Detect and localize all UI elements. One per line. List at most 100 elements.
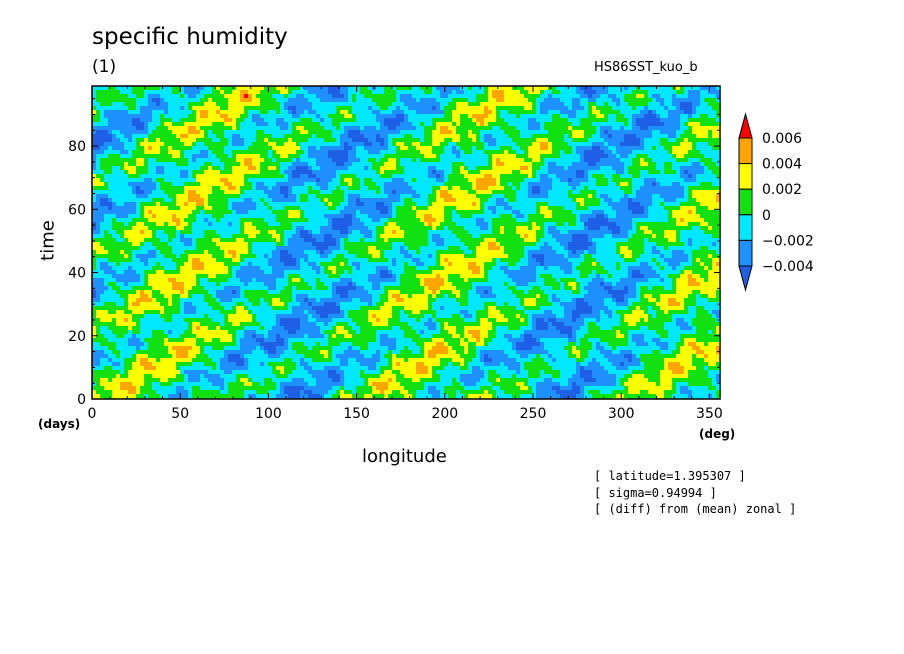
heatmap-cell	[264, 114, 269, 119]
heatmap-cell	[180, 130, 185, 135]
heatmap-cell	[116, 106, 121, 111]
heatmap-cell	[288, 162, 293, 167]
heatmap-cell	[420, 170, 425, 175]
heatmap-cell	[136, 134, 141, 139]
heatmap-cell	[488, 130, 493, 135]
heatmap-cell	[500, 138, 505, 143]
heatmap-cell	[372, 166, 377, 171]
heatmap-cell	[620, 102, 625, 107]
heatmap-cell	[680, 162, 685, 167]
heatmap-cell	[232, 150, 237, 155]
heatmap-cell	[168, 126, 173, 131]
heatmap-cell	[412, 206, 417, 211]
heatmap-cell	[520, 198, 525, 203]
heatmap-cell	[280, 138, 285, 143]
heatmap-cell	[124, 194, 129, 199]
heatmap-cell	[276, 110, 281, 115]
heatmap-cell	[160, 174, 165, 179]
heatmap-cell	[312, 206, 317, 211]
heatmap-cell	[532, 98, 537, 103]
heatmap-cell	[712, 126, 717, 131]
heatmap-cell	[704, 170, 709, 175]
heatmap-cell	[512, 94, 517, 99]
heatmap-cell	[548, 198, 553, 203]
heatmap-cell	[644, 94, 649, 99]
heatmap-cell	[388, 134, 393, 139]
heatmap-cell	[92, 210, 97, 215]
heatmap-cell	[196, 174, 201, 179]
heatmap-cell	[328, 106, 333, 111]
heatmap-cell	[448, 174, 453, 179]
heatmap-cell	[208, 182, 213, 187]
heatmap-cell	[316, 178, 321, 183]
heatmap-cell	[464, 146, 469, 151]
heatmap-cell	[400, 126, 405, 131]
heatmap-cell	[180, 198, 185, 203]
heatmap-cell	[380, 186, 385, 191]
heatmap-cell	[256, 138, 261, 143]
heatmap-cell	[660, 154, 665, 159]
heatmap-cell	[92, 202, 97, 207]
heatmap-cell	[100, 98, 105, 103]
heatmap-cell	[140, 194, 145, 199]
heatmap-cell	[380, 206, 385, 211]
heatmap-cell	[136, 138, 141, 143]
heatmap-cell	[180, 150, 185, 155]
heatmap-cell	[132, 190, 137, 195]
heatmap-cell	[624, 190, 629, 195]
heatmap-cell	[204, 198, 209, 203]
heatmap-cell	[676, 186, 681, 191]
heatmap-cell	[248, 86, 253, 91]
heatmap-cell	[704, 174, 709, 179]
heatmap-cell	[184, 150, 189, 155]
heatmap-cell	[188, 114, 193, 119]
heatmap-cell	[300, 178, 305, 183]
heatmap-cell	[212, 182, 217, 187]
heatmap-cell	[124, 126, 129, 131]
heatmap-cell	[408, 170, 413, 175]
heatmap-cell	[648, 194, 653, 199]
heatmap-cell	[548, 194, 553, 199]
heatmap-cell	[188, 186, 193, 191]
heatmap-cell	[320, 86, 325, 91]
heatmap-cell	[348, 158, 353, 163]
heatmap-cell	[360, 102, 365, 107]
heatmap-cell	[180, 110, 185, 115]
heatmap-cell	[640, 90, 645, 95]
heatmap-cell	[520, 186, 525, 191]
heatmap-cell	[556, 122, 561, 127]
heatmap-cell	[208, 174, 213, 179]
heatmap-cell	[384, 118, 389, 123]
heatmap-cell	[592, 102, 597, 107]
heatmap-cell	[328, 198, 333, 203]
heatmap-cell	[368, 198, 373, 203]
heatmap-cell	[380, 158, 385, 163]
heatmap-cell	[468, 142, 473, 147]
heatmap-cell	[576, 162, 581, 167]
heatmap-cell	[384, 166, 389, 171]
heatmap-cell	[412, 194, 417, 199]
heatmap-cell	[204, 134, 209, 139]
heatmap-cell	[140, 130, 145, 135]
heatmap-cell	[164, 150, 169, 155]
heatmap-cell	[120, 150, 125, 155]
heatmap-cell	[592, 110, 597, 115]
heatmap-cell	[552, 102, 557, 107]
heatmap-cell	[696, 86, 701, 91]
heatmap-cell	[220, 90, 225, 95]
heatmap-cell	[140, 90, 145, 95]
heatmap-cell	[536, 162, 541, 167]
heatmap-cell	[320, 110, 325, 115]
heatmap-cell	[660, 102, 665, 107]
heatmap-cell	[460, 166, 465, 171]
heatmap-cell	[476, 162, 481, 167]
heatmap-cell	[528, 174, 533, 179]
heatmap-cell	[336, 162, 341, 167]
heatmap-cell	[644, 206, 649, 211]
heatmap-cell	[276, 134, 281, 139]
heatmap-cell	[160, 134, 165, 139]
heatmap-cell	[620, 198, 625, 203]
heatmap-cell	[112, 170, 117, 175]
heatmap-cell	[288, 166, 293, 171]
heatmap-cell	[128, 94, 133, 99]
